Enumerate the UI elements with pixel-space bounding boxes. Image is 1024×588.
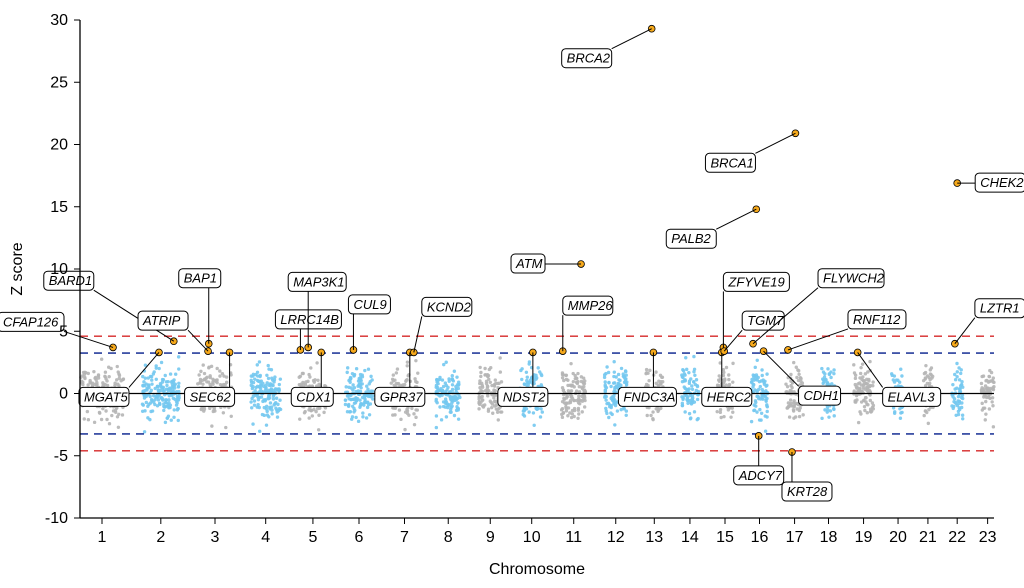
x-tick-label: 4 (261, 529, 270, 546)
x-tick-label: 6 (355, 529, 364, 546)
gene-label-ELAVL3: ELAVL3 (888, 389, 936, 404)
x-tick-label: 3 (211, 529, 220, 546)
chart-svg: BRCA2BRCA1CHEK2PALB2ATMBARD1CFAP126MGAT5… (0, 0, 1024, 588)
x-tick-label: 14 (681, 529, 699, 546)
gene-label-FNDC3A: FNDC3A (623, 389, 675, 404)
x-tick-label: 23 (979, 529, 997, 546)
gene-label-MMP26: MMP26 (568, 298, 614, 313)
x-tick-label: 18 (820, 529, 838, 546)
gene-label-BRCA1: BRCA1 (710, 155, 753, 170)
x-tick-label: 10 (523, 529, 541, 546)
gene-label-LZTR1: LZTR1 (980, 301, 1020, 316)
x-tick-label: 19 (855, 529, 873, 546)
manhattan-chart: BRCA2BRCA1CHEK2PALB2ATMBARD1CFAP126MGAT5… (0, 0, 1024, 588)
x-tick-label: 17 (786, 529, 804, 546)
x-tick-label: 11 (565, 529, 582, 546)
gene-label-TGM7: TGM7 (747, 313, 784, 328)
y-tick-label: -10 (45, 510, 68, 527)
x-tick-label: 12 (607, 529, 625, 546)
gene-label-RNF112: RNF112 (853, 312, 901, 327)
gene-label-LRRC14B: LRRC14B (280, 312, 339, 327)
gene-label-SEC62: SEC62 (190, 389, 232, 404)
y-tick-label: 30 (50, 12, 68, 29)
gene-label-CUL9: CUL9 (353, 297, 386, 312)
gene-label-CHEK2: CHEK2 (980, 175, 1024, 190)
gene-label-KRT28: KRT28 (787, 484, 828, 499)
gene-label-MAP3K1: MAP3K1 (293, 274, 344, 289)
x-tick-label: 13 (645, 529, 663, 546)
x-tick-label: 5 (308, 529, 317, 546)
gene-label-PALB2: PALB2 (671, 231, 711, 246)
x-tick-label: 21 (919, 529, 937, 546)
gene-label-CFAP126: CFAP126 (3, 314, 59, 329)
gene-label-HERC2: HERC2 (707, 389, 752, 404)
x-tick-label: 16 (751, 529, 769, 546)
x-tick-label: 8 (444, 529, 453, 546)
y-tick-label: 10 (50, 261, 68, 278)
x-tick-label: 22 (948, 529, 966, 546)
gene-label-BAP1: BAP1 (184, 271, 217, 286)
y-tick-label: 25 (50, 74, 68, 91)
gene-label-NDST2: NDST2 (503, 389, 546, 404)
gene-label-BRCA2: BRCA2 (567, 51, 611, 66)
y-tick-label: 0 (59, 386, 68, 403)
gene-label-ZFYVE19: ZFYVE19 (727, 274, 784, 289)
x-tick-label: 15 (716, 529, 734, 546)
gene-label-ATRIP: ATRIP (142, 313, 181, 328)
y-tick-label: 15 (50, 199, 68, 216)
x-tick-label: 7 (400, 529, 409, 546)
y-axis-label: Z score (9, 242, 26, 295)
gene-label-CDH1: CDH1 (804, 388, 839, 403)
gene-label-GPR37: GPR37 (380, 389, 423, 404)
x-tick-label: 9 (486, 529, 495, 546)
y-tick-label: -5 (54, 448, 68, 465)
gene-label-ADCY7: ADCY7 (738, 468, 783, 483)
y-tick-label: 5 (59, 323, 68, 340)
gene-label-FLYWCH2: FLYWCH2 (823, 271, 885, 286)
chart-bg (0, 0, 1024, 588)
y-tick-label: 20 (50, 137, 68, 154)
x-tick-label: 1 (98, 529, 107, 546)
gene-label-CDX1: CDX1 (296, 389, 331, 404)
gene-label-ATM: ATM (515, 256, 543, 271)
x-tick-label: 2 (156, 529, 165, 546)
gene-label-MGAT5: MGAT5 (84, 389, 129, 404)
x-axis-label: Chromosome (489, 561, 585, 578)
gene-label-KCND2: KCND2 (427, 299, 472, 314)
x-tick-label: 20 (889, 529, 907, 546)
